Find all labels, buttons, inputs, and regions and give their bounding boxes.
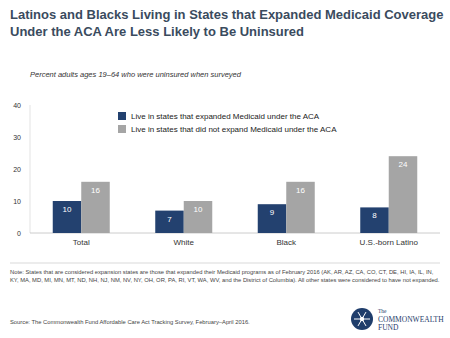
legend-swatch: [118, 112, 126, 120]
bars: [53, 156, 418, 233]
data-labels: 10 7 9 8 16 10 16 24: [63, 160, 408, 223]
data-label: 10: [194, 205, 203, 214]
title: Latinos and Blacks Living in States that…: [10, 6, 445, 40]
bar: [184, 201, 213, 233]
separator: [10, 263, 440, 264]
logo-text: FUND: [378, 323, 399, 332]
logo-icon-center: [360, 317, 364, 321]
bar: [81, 182, 110, 233]
bar: [155, 211, 184, 233]
y-tick-label: 10: [13, 198, 21, 205]
logo: TheCOMMONWEALTHFUND: [351, 308, 444, 332]
data-label: 7: [167, 215, 172, 224]
legend-label: Live in states that did not expand Medic…: [131, 125, 337, 134]
bar: [286, 182, 315, 233]
x-tick-label: U.S.-born Latino: [360, 238, 419, 247]
data-label: 16: [296, 186, 305, 195]
bar: [53, 201, 82, 233]
bar: [258, 204, 287, 233]
y-tick-label: 20: [13, 166, 21, 173]
data-label: 10: [63, 205, 72, 214]
source: Source: The Commonwealth Fund Affordable…: [10, 319, 250, 325]
legend-label: Live in states that expanded Medicaid un…: [131, 112, 320, 121]
bar: [389, 156, 418, 233]
data-label: 16: [91, 186, 100, 195]
data-label: 8: [372, 211, 377, 220]
y-axis: [30, 105, 31, 233]
bar: [360, 207, 389, 233]
x-tick-label: White: [174, 238, 195, 247]
chart: 0 10 20 30 40 10 7 9 8 16 10 16 24 Total White Black U.S…: [0, 0, 450, 338]
logo-text: The: [378, 308, 387, 314]
note: Note: States that are considered expansi…: [10, 269, 442, 284]
x-tick-label: Total: [73, 238, 90, 247]
y-tick-label: 0: [17, 230, 21, 237]
subtitle: Percent adults ages 19–64 who were unins…: [30, 70, 241, 79]
logo-icon: [351, 308, 373, 330]
y-tick-label: 30: [13, 134, 21, 141]
y-tick-label: 40: [13, 102, 21, 109]
legend: Live in states that expanded Medicaid un…: [118, 112, 337, 134]
data-label: 9: [270, 208, 275, 217]
legend-swatch: [118, 125, 126, 133]
x-tick-label: Black: [276, 238, 297, 247]
data-label: 24: [399, 160, 408, 169]
